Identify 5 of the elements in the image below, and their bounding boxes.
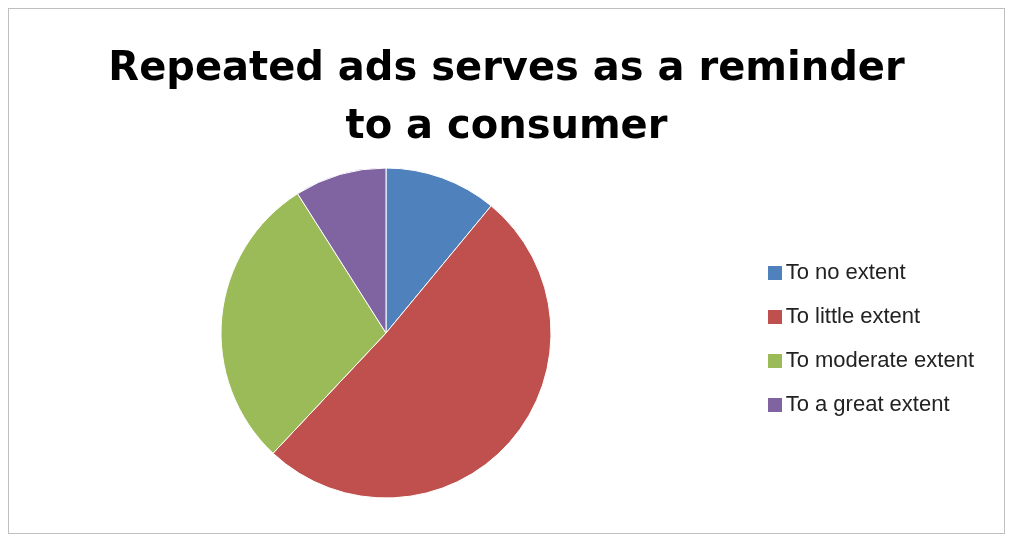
chart-title: Repeated ads serves as a reminder to a consumer (107, 42, 906, 149)
legend-label: To little extent (785, 303, 921, 328)
legend-label: To a great extent (785, 391, 950, 416)
legend-label: To no extent (785, 259, 906, 284)
legend-label: To moderate extent (785, 347, 974, 372)
